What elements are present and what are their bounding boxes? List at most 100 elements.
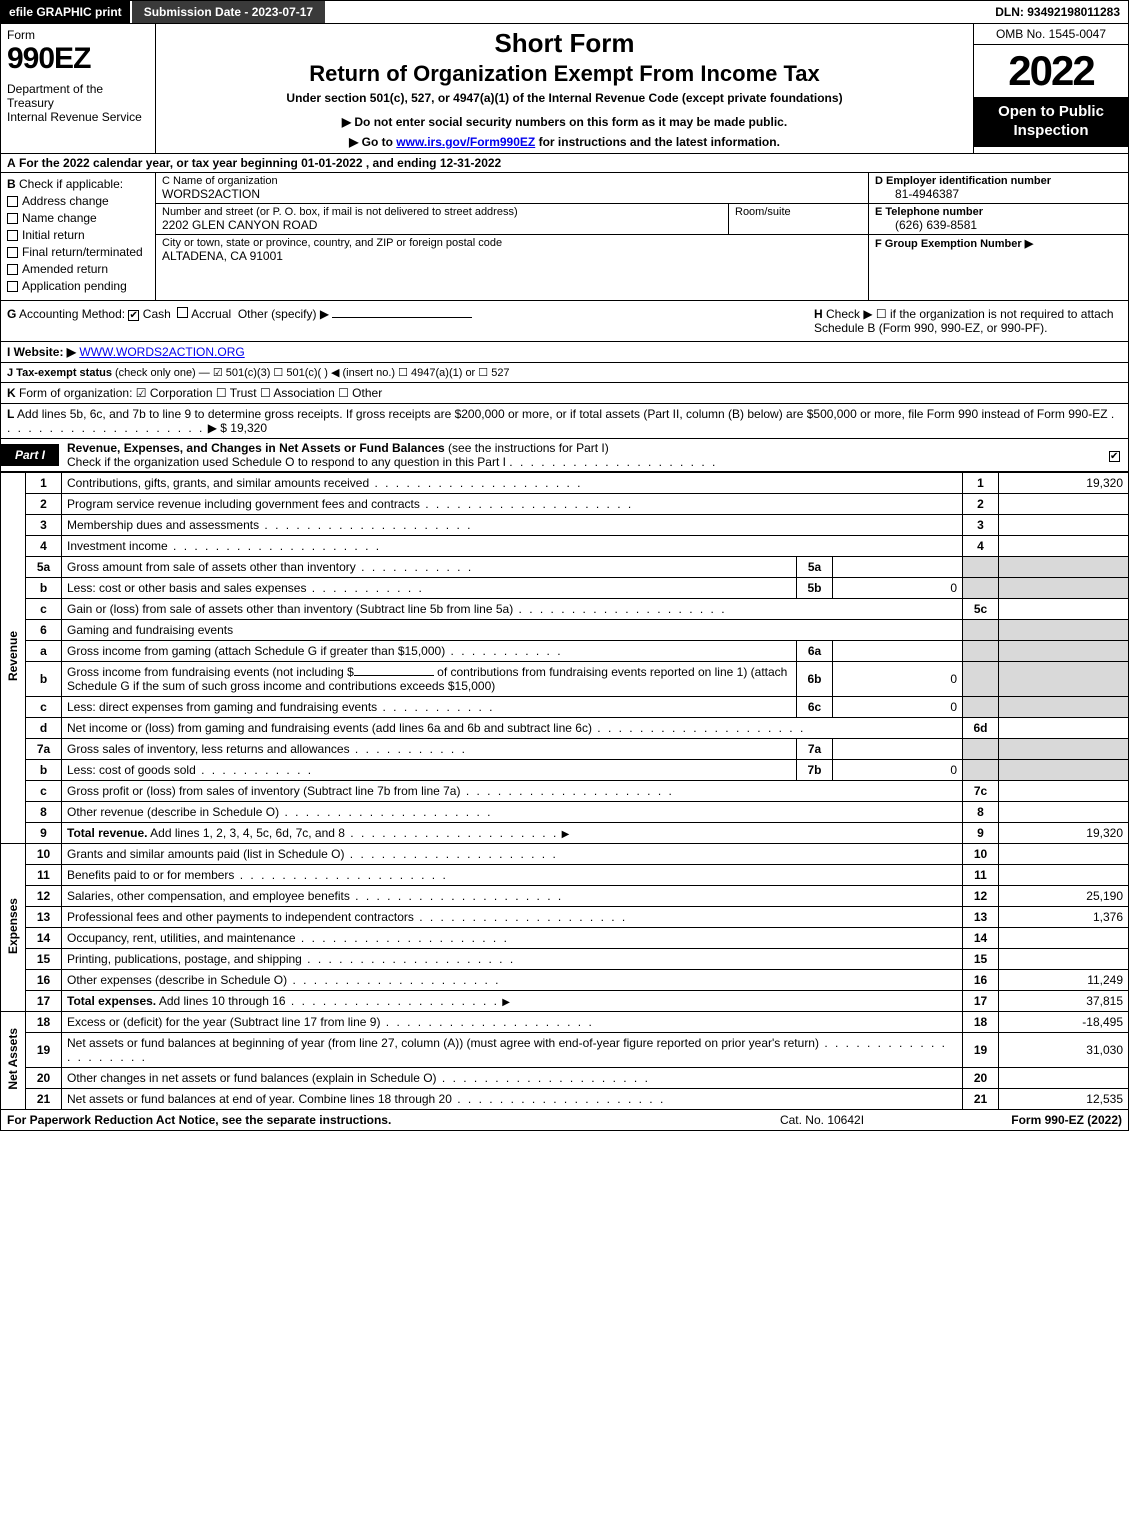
accrual-checkbox[interactable] — [177, 307, 188, 318]
line-rnum: 3 — [963, 515, 999, 536]
table-row: c Less: direct expenses from gaming and … — [1, 697, 1129, 718]
line-num: 15 — [26, 949, 62, 970]
d-label: D Employer identification number — [875, 175, 1122, 187]
short-form-title: Short Form — [164, 28, 965, 59]
under-section-text: Under section 501(c), 527, or 4947(a)(1)… — [164, 91, 965, 105]
b-checkbox[interactable] — [7, 264, 18, 275]
table-row: 12 Salaries, other compensation, and emp… — [1, 886, 1129, 907]
col-def: D Employer identification number 81-4946… — [868, 173, 1128, 300]
line-num: 18 — [26, 1012, 62, 1033]
line-value: 19,320 — [999, 823, 1129, 844]
line-desc: Benefits paid to or for members — [62, 865, 963, 886]
dots — [259, 518, 472, 532]
accrual-label: Accrual — [191, 307, 231, 321]
table-row: d Net income or (loss) from gaming and f… — [1, 718, 1129, 739]
b-checkbox[interactable] — [7, 247, 18, 258]
other-specify-blank[interactable] — [332, 317, 472, 318]
table-row: 19 Net assets or fund balances at beginn… — [1, 1033, 1129, 1068]
shade-cell — [999, 662, 1129, 697]
part1-checkbox[interactable] — [1109, 451, 1120, 462]
org-address: 2202 GLEN CANYON ROAD — [162, 218, 722, 232]
line-desc: Membership dues and assessments — [62, 515, 963, 536]
col-h: H Check ▶ ☐ if the organization is not r… — [808, 301, 1128, 341]
table-row: b Gross income from fundraising events (… — [1, 662, 1129, 697]
section-b-c-def: B Check if applicable: Address changeNam… — [0, 173, 1129, 301]
row-g-h: G Accounting Method: Cash Accrual Other … — [0, 301, 1129, 342]
dots — [302, 952, 515, 966]
efile-label[interactable]: efile GRAPHIC print — [1, 1, 130, 23]
inner-num: 6b — [797, 662, 833, 697]
b-checkbox[interactable] — [7, 213, 18, 224]
header-left: Form 990EZ Department of the Treasury In… — [1, 24, 156, 153]
inner-value: 0 — [833, 760, 963, 781]
line-desc: Gain or (loss) from sale of assets other… — [62, 599, 963, 620]
line-desc: Other changes in net assets or fund bala… — [62, 1068, 963, 1089]
part1-tab: Part I — [1, 444, 59, 466]
b-title: Check if applicable: — [19, 177, 123, 191]
form-header: Form 990EZ Department of the Treasury In… — [0, 24, 1129, 154]
dots — [445, 644, 562, 658]
shade-cell — [963, 662, 999, 697]
row-j: J Tax-exempt status (check only one) — ☑… — [0, 363, 1129, 383]
line-desc: Salaries, other compensation, and employ… — [62, 886, 963, 907]
e-box: E Telephone number (626) 639-8581 — [869, 204, 1128, 235]
shade-cell — [999, 697, 1129, 718]
c-room-label: Room/suite — [735, 206, 862, 218]
revenue-vlabel: Revenue — [1, 473, 26, 844]
shade-cell — [963, 578, 999, 599]
line-num: 17 — [26, 991, 62, 1012]
line-a-text: For the 2022 calendar year, or tax year … — [19, 156, 501, 170]
b-checkbox[interactable] — [7, 230, 18, 241]
shade-cell — [999, 641, 1129, 662]
table-row: a Gross income from gaming (attach Sched… — [1, 641, 1129, 662]
inner-num: 5b — [797, 578, 833, 599]
b-checkbox[interactable] — [7, 281, 18, 292]
line-num: 12 — [26, 886, 62, 907]
inner-value — [833, 557, 963, 578]
shade-cell — [963, 739, 999, 760]
c-name-box: C Name of organization WORDS2ACTION — [156, 173, 868, 204]
line-desc: Gross income from gaming (attach Schedul… — [62, 641, 797, 662]
b-check-label: Application pending — [22, 279, 127, 293]
irs-link[interactable]: www.irs.gov/Form990EZ — [396, 135, 535, 149]
table-row: 5a Gross amount from sale of assets othe… — [1, 557, 1129, 578]
table-row: 16 Other expenses (describe in Schedule … — [1, 970, 1129, 991]
line-num: b — [26, 662, 62, 697]
h-text: Check ▶ ☐ if the organization is not req… — [814, 307, 1114, 335]
blank-amount[interactable] — [354, 675, 434, 676]
dots — [380, 1015, 593, 1029]
line-desc: Net income or (loss) from gaming and fun… — [62, 718, 963, 739]
col-c: C Name of organization WORDS2ACTION Numb… — [156, 173, 868, 300]
line-value: 11,249 — [999, 970, 1129, 991]
other-label: Other (specify) ▶ — [238, 307, 329, 321]
line-value: -18,495 — [999, 1012, 1129, 1033]
line-num: 1 — [26, 473, 62, 494]
shade-cell — [963, 557, 999, 578]
form-number: 990EZ — [7, 42, 149, 76]
l-text: Add lines 5b, 6c, and 7b to line 9 to de… — [17, 407, 1108, 421]
website-link[interactable]: WWW.WORDS2ACTION.ORG — [79, 345, 244, 359]
expenses-vlabel: Expenses — [1, 844, 26, 1012]
table-row: Expenses10 Grants and similar amounts pa… — [1, 844, 1129, 865]
line-rnum: 2 — [963, 494, 999, 515]
ein-value: 81-4946387 — [875, 187, 1122, 201]
line-num: 10 — [26, 844, 62, 865]
line-rnum: 5c — [963, 599, 999, 620]
line-rnum: 16 — [963, 970, 999, 991]
line-value — [999, 802, 1129, 823]
line-desc: Total revenue. Add lines 1, 2, 3, 4, 5c,… — [62, 823, 963, 844]
line-num: c — [26, 599, 62, 620]
line-value — [999, 718, 1129, 739]
table-row: 3 Membership dues and assessments 3 — [1, 515, 1129, 536]
dots — [306, 581, 423, 595]
b-checkbox[interactable] — [7, 196, 18, 207]
b-check-item: Name change — [7, 211, 149, 225]
table-row: 21 Net assets or fund balances at end of… — [1, 1089, 1129, 1110]
cash-checkbox[interactable] — [128, 310, 139, 321]
phone-value: (626) 639-8581 — [875, 218, 1122, 232]
netassets-vlabel: Net Assets — [1, 1012, 26, 1110]
table-row: 13 Professional fees and other payments … — [1, 907, 1129, 928]
e-label: E Telephone number — [875, 206, 1122, 218]
line-rnum: 1 — [963, 473, 999, 494]
line-num: 8 — [26, 802, 62, 823]
